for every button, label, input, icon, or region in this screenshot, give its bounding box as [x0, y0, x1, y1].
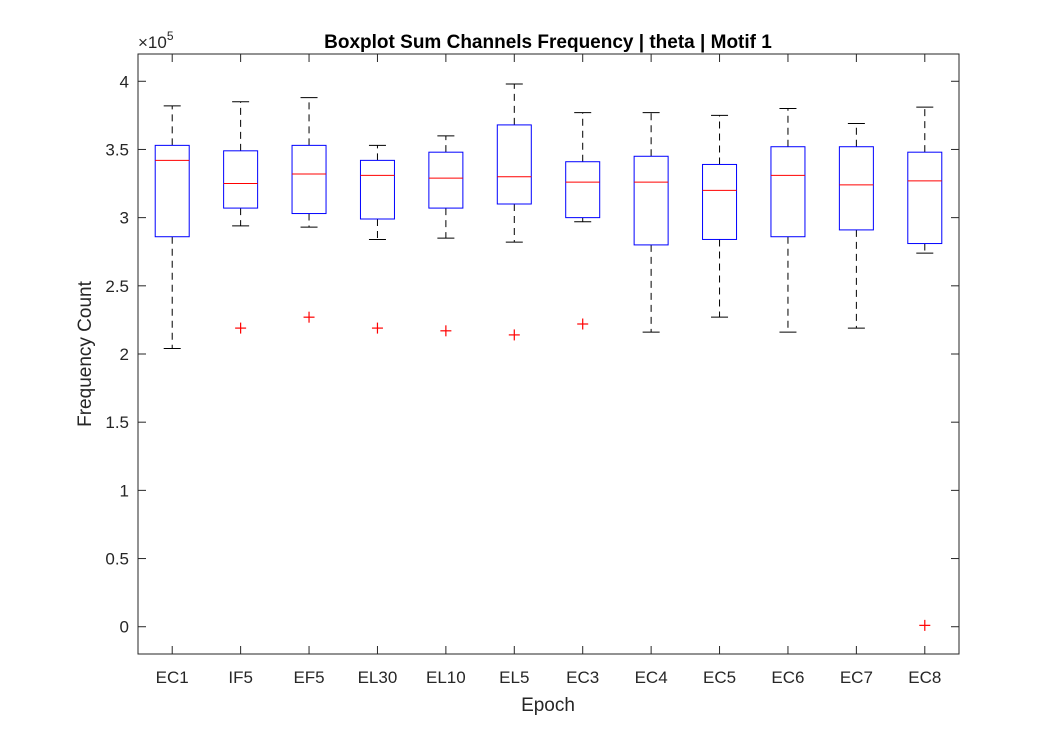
x-tick-label: EC8 — [908, 668, 941, 687]
x-tick-label: EC6 — [771, 668, 804, 687]
x-tick-label: EC5 — [703, 668, 736, 687]
y-tick-label: 2.5 — [105, 277, 129, 296]
box-ec4 — [633, 155, 669, 246]
box-ec1 — [154, 144, 190, 238]
x-tick-label: EL10 — [426, 668, 466, 687]
y-tick-label: 3 — [120, 209, 129, 228]
box-ec5 — [702, 163, 738, 240]
x-tick-label: EF5 — [293, 668, 324, 687]
box-el5 — [496, 124, 532, 205]
y-exponent-power: 5 — [167, 29, 174, 43]
box-el30 — [359, 159, 395, 220]
y-tick-label: 1.5 — [105, 413, 129, 432]
x-tick-label: EL5 — [499, 668, 529, 687]
y-tick-label: 1 — [120, 481, 129, 500]
y-tick-label: 3.5 — [105, 140, 129, 159]
box-el10 — [428, 151, 464, 209]
box-ec6 — [770, 146, 806, 238]
x-axis-label: Epoch — [521, 695, 575, 716]
x-tick-label: EL30 — [358, 668, 398, 687]
x-tick-label: EC1 — [156, 668, 189, 687]
box-ec7 — [838, 146, 874, 231]
plot-area: 0 0.5 1 1.5 2 2.5 3 3.5 4 EC1 IF5 EF5 EL30 EL10 EL5 EC3… — [105, 53, 960, 687]
box-if5 — [223, 150, 259, 209]
chart-title: Boxplot Sum Channels Frequency | theta |… — [324, 32, 772, 53]
box-ec3 — [565, 161, 601, 219]
y-tick-label: 0.5 — [105, 550, 129, 569]
x-tick-label: IF5 — [228, 668, 253, 687]
y-tick-label: 0 — [120, 618, 129, 637]
box-ec8 — [907, 151, 943, 245]
box-ef5 — [291, 144, 327, 215]
y-tick-label: 2 — [120, 345, 129, 364]
y-axis-label: Frequency Count — [75, 280, 96, 426]
axes-frame — [137, 53, 960, 655]
x-tick-label: EC3 — [566, 668, 599, 687]
y-tick-label: 4 — [120, 72, 129, 91]
x-tick-label: EC4 — [635, 668, 668, 687]
y-exponent-label: ×105 — [138, 29, 174, 52]
y-exponent-base: ×10 — [138, 33, 167, 52]
x-tick-label: EC7 — [840, 668, 873, 687]
